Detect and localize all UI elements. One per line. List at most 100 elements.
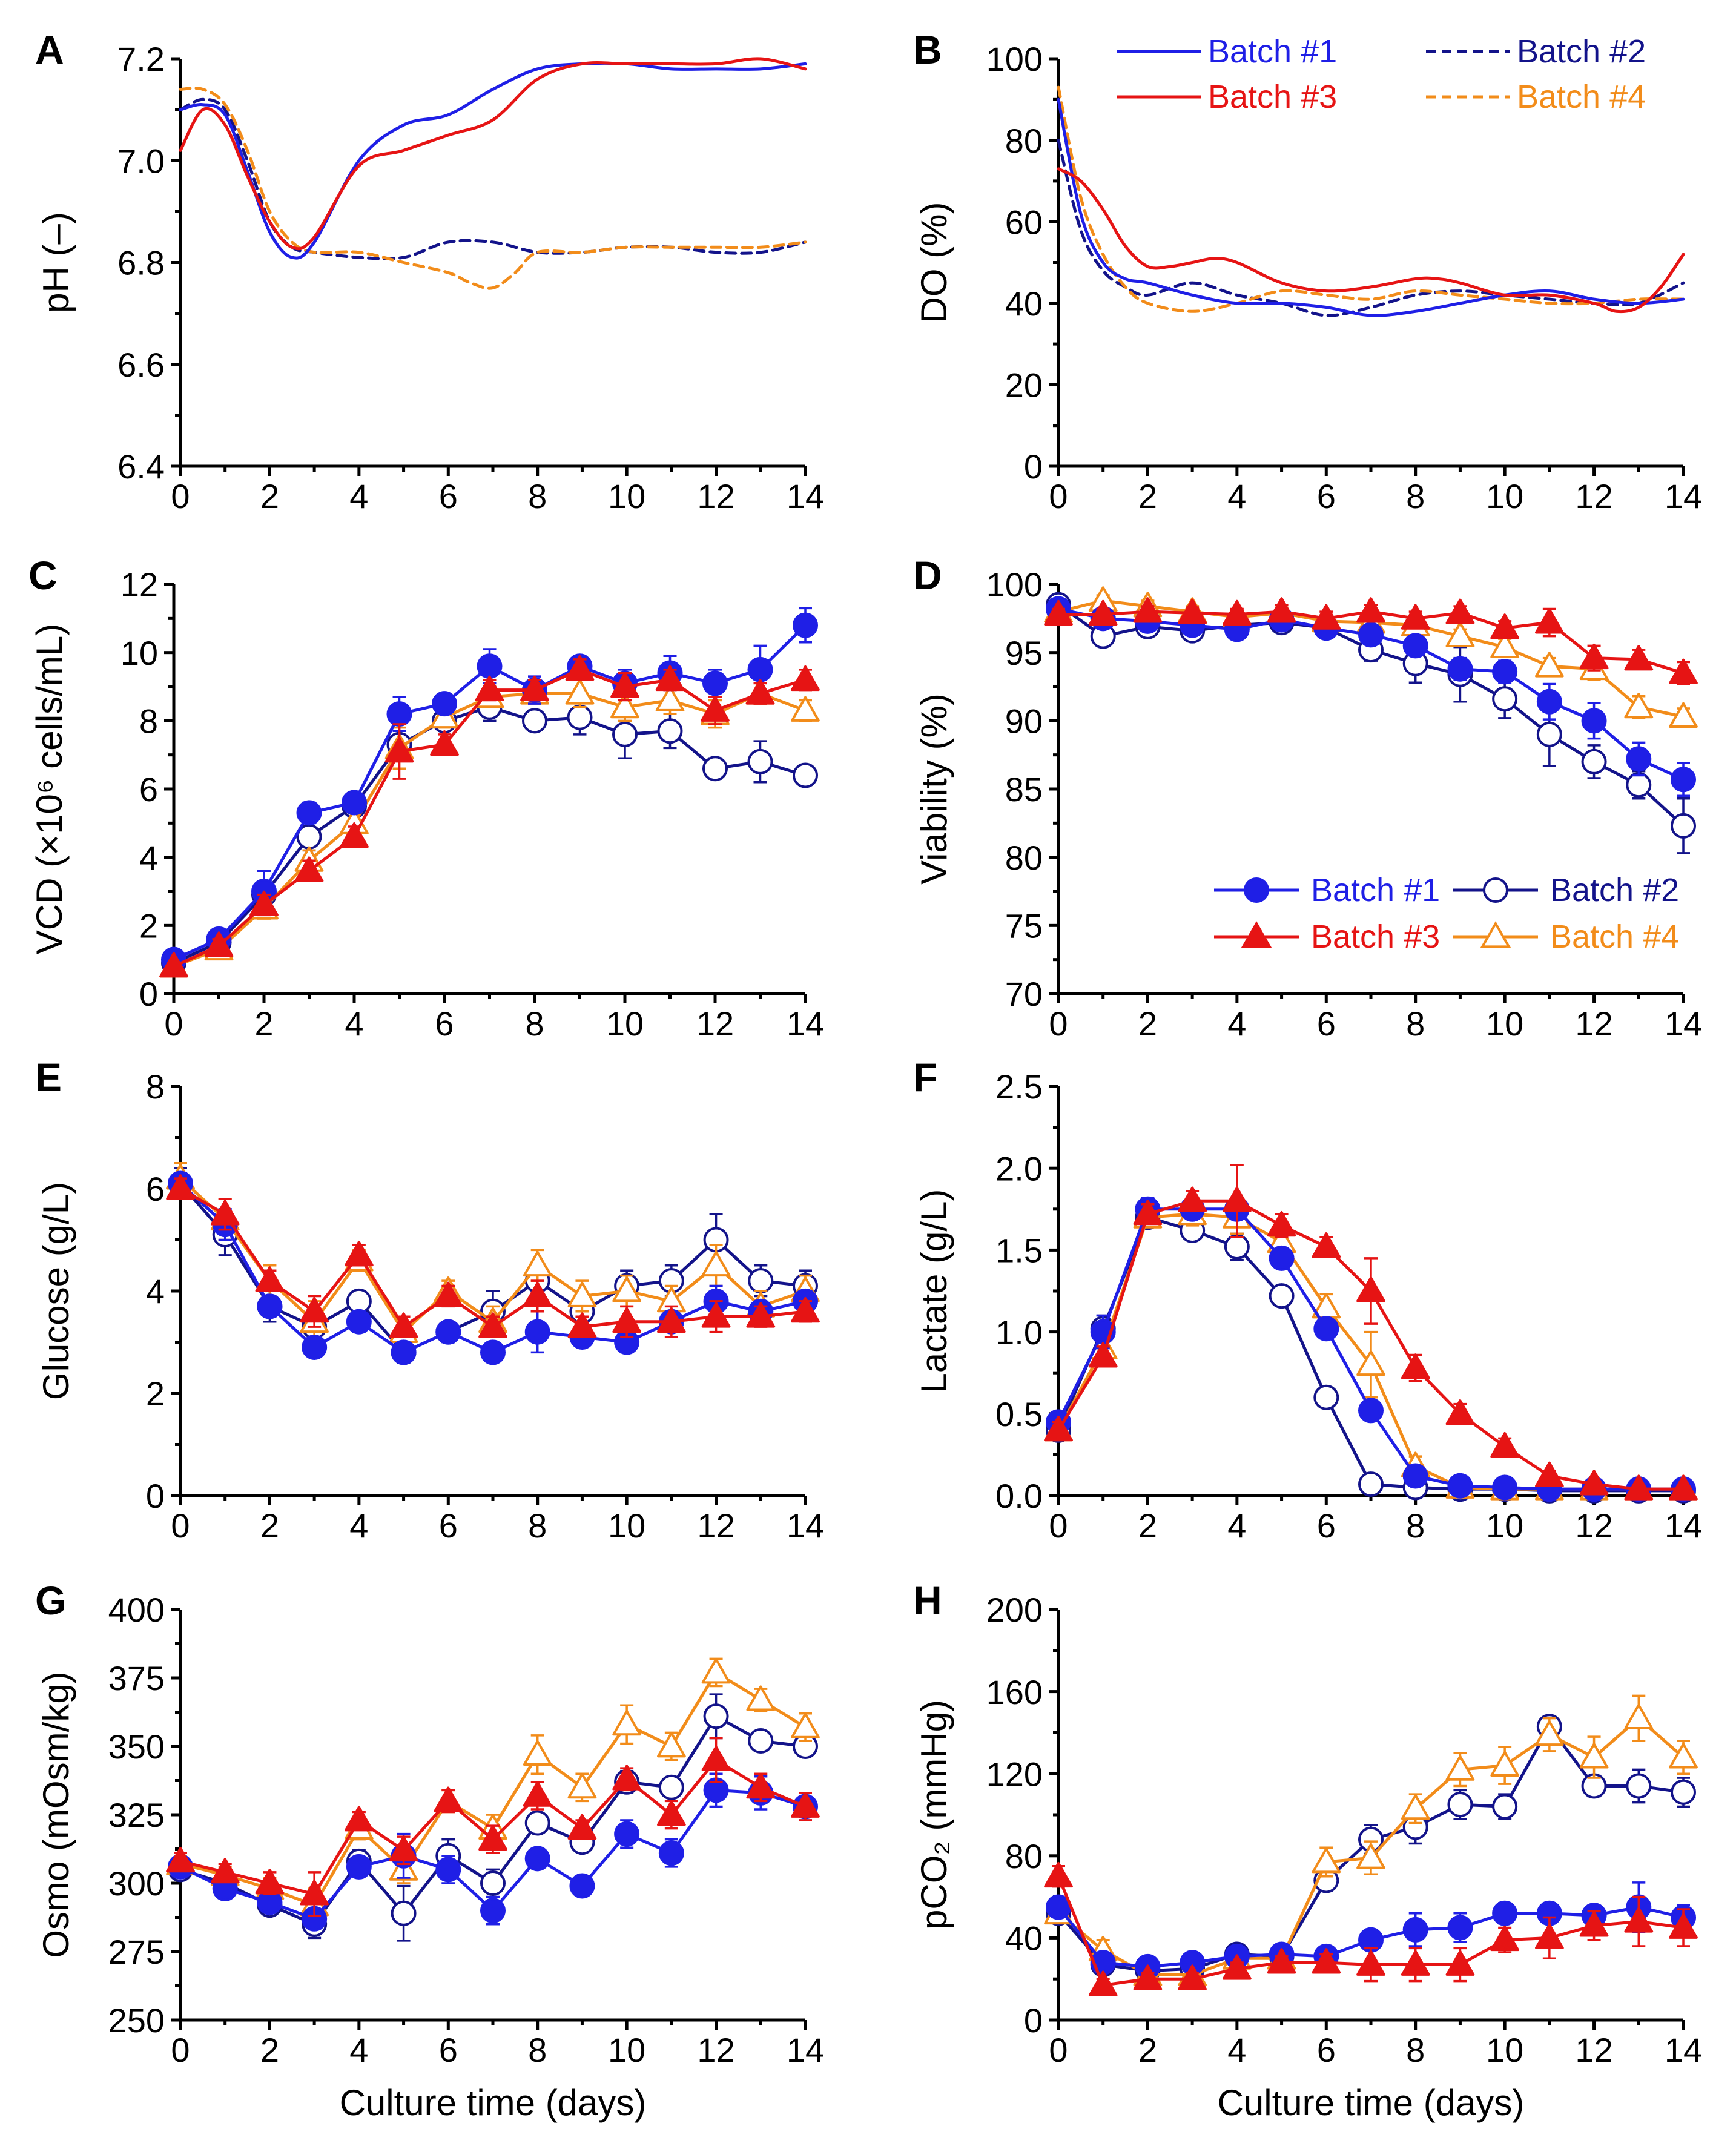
data-point bbox=[1624, 645, 1654, 671]
data-point bbox=[1579, 1911, 1609, 1937]
data-point bbox=[1490, 1925, 1519, 1952]
y-axis-label: pH (–) bbox=[36, 212, 76, 313]
data-point bbox=[480, 1870, 506, 1896]
data-point bbox=[1447, 1915, 1473, 1941]
x-tick-label: 2 bbox=[1138, 1005, 1157, 1043]
data-point bbox=[748, 1728, 774, 1754]
x-tick-label: 14 bbox=[787, 2031, 824, 2069]
x-tick-label: 2 bbox=[260, 1507, 279, 1545]
data-point bbox=[569, 1873, 595, 1899]
data-point bbox=[1401, 1353, 1430, 1379]
x-tick-label: 12 bbox=[696, 1005, 734, 1043]
data-point bbox=[1267, 1948, 1296, 1974]
data-point bbox=[1223, 1186, 1252, 1212]
data-point bbox=[1401, 1794, 1430, 1820]
data-point bbox=[1356, 1276, 1385, 1302]
data-point bbox=[567, 1772, 597, 1799]
data-point bbox=[1312, 1948, 1341, 1974]
data-point bbox=[345, 1241, 374, 1267]
data-point bbox=[701, 696, 730, 722]
data-point bbox=[435, 1319, 461, 1345]
data-point bbox=[1044, 1415, 1073, 1442]
x-tick-label: 12 bbox=[697, 1507, 734, 1545]
data-point bbox=[210, 1858, 240, 1884]
y-axis-label: DO (%) bbox=[914, 202, 954, 323]
data-point bbox=[701, 1658, 731, 1684]
data-point bbox=[655, 665, 685, 692]
data-point bbox=[793, 612, 818, 638]
x-tick-label: 14 bbox=[1665, 2031, 1702, 2069]
series-batch2 bbox=[161, 692, 818, 976]
legend-markers: Batch #1 Batch #2 Batch #3 Batch #4 bbox=[1214, 872, 1679, 955]
data-point bbox=[1579, 643, 1609, 670]
data-point bbox=[1312, 1232, 1341, 1258]
data-point bbox=[1269, 1283, 1295, 1309]
x-tick-label: 8 bbox=[1406, 477, 1425, 515]
x-tick-label: 14 bbox=[1665, 1005, 1702, 1043]
x-tick-label: 0 bbox=[171, 1507, 190, 1545]
data-point bbox=[342, 790, 367, 816]
series-line bbox=[179, 97, 807, 260]
x-tick-label: 4 bbox=[349, 2031, 368, 2069]
series-line bbox=[1057, 167, 1685, 314]
data-point bbox=[1312, 604, 1341, 630]
series-line bbox=[179, 57, 807, 251]
data-point bbox=[1535, 1720, 1564, 1746]
x-tick-label: 6 bbox=[1317, 1507, 1336, 1545]
x-tick-label: 0 bbox=[1049, 2031, 1068, 2069]
data-point bbox=[255, 1266, 285, 1292]
data-point bbox=[565, 655, 595, 681]
series-batch1 bbox=[1057, 97, 1685, 317]
x-tick-label: 4 bbox=[349, 477, 368, 515]
data-point bbox=[300, 1296, 329, 1323]
y-tick-label: 0.0 bbox=[995, 1477, 1043, 1515]
data-point bbox=[1581, 748, 1607, 774]
data-point bbox=[1445, 1399, 1475, 1425]
y-tick-label: 250 bbox=[108, 2001, 165, 2039]
data-point bbox=[302, 1334, 328, 1360]
series-batch3 bbox=[179, 57, 807, 251]
data-point bbox=[257, 1293, 283, 1319]
data-point bbox=[1402, 633, 1428, 659]
legend-marker bbox=[1241, 921, 1272, 948]
data-point bbox=[1579, 1470, 1609, 1496]
x-axis-label: Culture time (days) bbox=[1218, 2082, 1525, 2123]
data-point bbox=[294, 856, 324, 882]
y-tick-label: 100 bbox=[986, 40, 1043, 78]
data-point bbox=[567, 1281, 597, 1307]
data-point bbox=[703, 1703, 729, 1729]
data-point bbox=[523, 1781, 552, 1807]
legend-label: Batch #2 bbox=[1517, 33, 1646, 70]
data-point bbox=[1492, 1900, 1518, 1926]
data-point bbox=[1088, 599, 1118, 626]
y-tick-label: 350 bbox=[108, 1728, 165, 1766]
data-point bbox=[702, 670, 728, 696]
y-tick-label: 40 bbox=[1005, 1920, 1043, 1958]
data-point bbox=[1447, 1792, 1473, 1818]
y-tick-label: 8 bbox=[139, 702, 158, 740]
y-tick-label: 20 bbox=[1005, 366, 1043, 404]
data-point bbox=[1626, 1773, 1652, 1799]
data-point bbox=[746, 1685, 776, 1711]
data-point bbox=[480, 1339, 506, 1365]
x-tick-label: 2 bbox=[260, 477, 279, 515]
panel-B: 0 20 40 60 80 100 0 2 4 6 8 10 12 14 B DO (%) bbox=[913, 27, 1702, 515]
y-tick-label: 80 bbox=[1005, 839, 1043, 877]
data-point bbox=[1624, 1907, 1654, 1933]
x-tick-label: 0 bbox=[1049, 1005, 1068, 1043]
x-tick-label: 8 bbox=[528, 1507, 547, 1545]
y-tick-label: 6 bbox=[146, 1170, 165, 1208]
y-tick-label: 6.8 bbox=[117, 244, 165, 282]
y-tick-label: 6.4 bbox=[117, 447, 165, 486]
x-tick-label: 4 bbox=[1227, 2031, 1246, 2069]
data-point bbox=[255, 1869, 285, 1895]
data-point bbox=[1579, 1743, 1609, 1769]
data-point bbox=[1312, 1847, 1341, 1874]
series-batch4 bbox=[179, 87, 807, 290]
series-line bbox=[173, 705, 806, 965]
data-point bbox=[1447, 1473, 1473, 1499]
data-point bbox=[1490, 632, 1519, 659]
data-point bbox=[386, 701, 412, 727]
data-point bbox=[1490, 1432, 1519, 1458]
